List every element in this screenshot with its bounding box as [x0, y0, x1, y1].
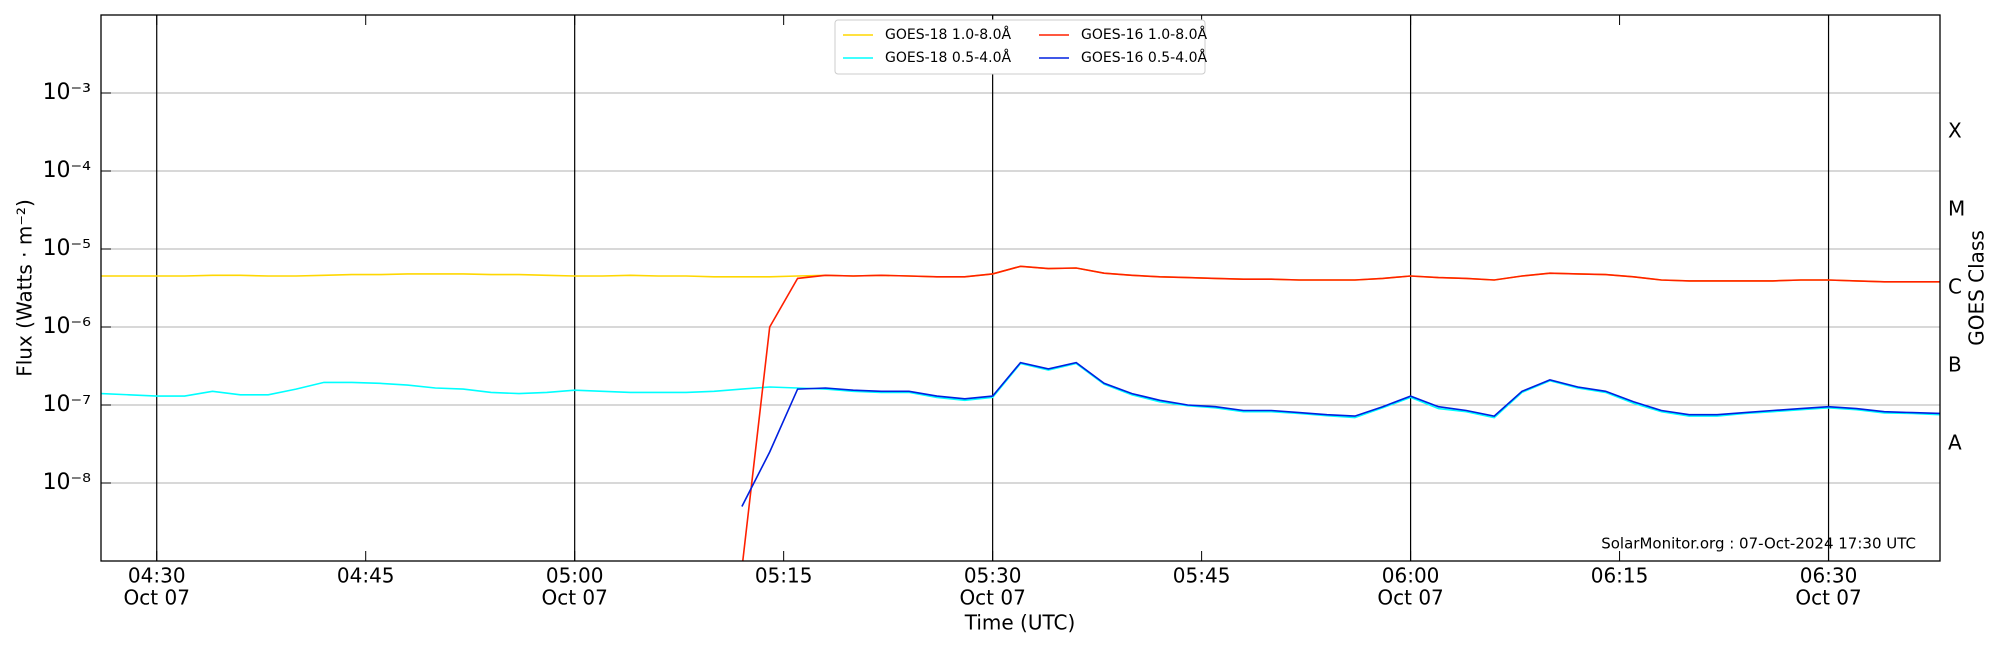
x-tick-date: Oct 07: [959, 586, 1025, 610]
annotation: SolarMonitor.org : 07-Oct-2024 17:30 UTC: [1601, 535, 1916, 553]
series-line: [741, 361, 1940, 507]
y2-tick-label: A: [1948, 431, 1962, 455]
x-tick-date: Oct 07: [541, 586, 607, 610]
x-axis-label: Time (UTC): [964, 611, 1076, 635]
y-axis-label: Flux (Watts · m⁻²): [13, 199, 37, 377]
x-tick-label: 05:30: [964, 564, 1022, 588]
legend-box: [834, 19, 1206, 75]
x-tick-label: 06:15: [1591, 564, 1649, 588]
y2-axis-label: GOES Class: [1965, 230, 1989, 346]
x-tick-date: Oct 07: [1795, 586, 1861, 610]
x-tick-date: Oct 07: [1377, 586, 1443, 610]
y-tick-label: 10⁻³: [43, 80, 91, 105]
x-tick-label: 06:00: [1382, 564, 1440, 588]
y-tick-label: 10⁻⁷: [43, 392, 91, 417]
x-tick-label: 04:30: [128, 564, 186, 588]
legend-label: GOES-18 1.0-8.0Å: [885, 26, 1011, 43]
y2-tick-label: M: [1948, 197, 1965, 221]
x-tick-label: 04:45: [337, 564, 395, 588]
x-tick-label: 05:15: [755, 564, 813, 588]
x-tick-label: 06:30: [1800, 564, 1858, 588]
x-tick-label: 05:45: [1173, 564, 1231, 588]
y2-tick-label: C: [1948, 275, 1962, 299]
y-tick-label: 10⁻⁶: [43, 314, 92, 339]
y2-tick-label: B: [1948, 353, 1962, 377]
x-tick-label: 05:00: [546, 564, 604, 588]
legend-label: GOES-16 0.5-4.0Å: [1081, 49, 1207, 66]
series-line: [741, 265, 1940, 561]
legend-label: GOES-18 0.5-4.0Å: [885, 49, 1011, 66]
y-tick-label: 10⁻⁴: [43, 158, 92, 183]
y2-tick-label: X: [1948, 119, 1962, 143]
plot-frame: [100, 14, 1941, 562]
legend-label: GOES-16 1.0-8.0Å: [1081, 26, 1207, 43]
y-tick-label: 10⁻⁵: [43, 236, 91, 261]
y-tick-label: 10⁻⁸: [43, 470, 92, 495]
x-tick-date: Oct 07: [124, 586, 190, 610]
